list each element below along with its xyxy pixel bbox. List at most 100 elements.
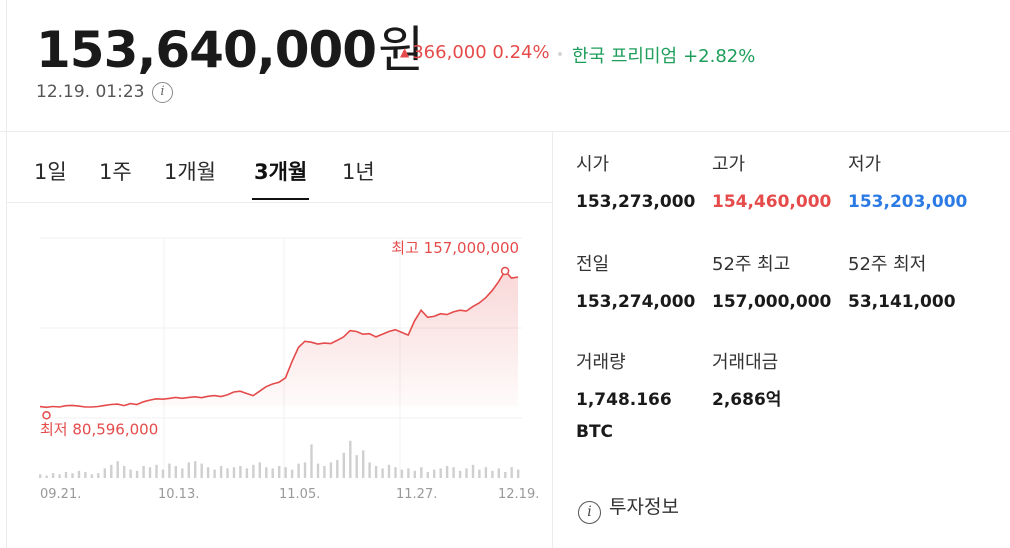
volume-bar <box>110 464 113 478</box>
stat-trade-value-value: 2,686억 <box>712 390 782 410</box>
volume-bar <box>420 467 423 478</box>
panel-divider <box>552 132 553 548</box>
stat-volume-label: 거래량 <box>576 352 626 373</box>
volume-bar <box>290 469 294 478</box>
volume-bar <box>45 475 48 478</box>
volume-bar <box>433 469 436 478</box>
volume-bar <box>362 450 365 478</box>
volume-bar <box>284 467 287 478</box>
change-amount: 366,000 <box>412 42 487 63</box>
min-label: 최저 80,596,000 <box>40 420 158 438</box>
tab-1year[interactable]: 1년 <box>342 160 375 184</box>
volume-bar <box>452 467 455 478</box>
volume-bar <box>181 468 184 478</box>
price-timestamp: 12.19. 01:23 <box>36 82 145 102</box>
volume-bar <box>323 466 326 478</box>
max-label: 최고 157,000,000 <box>391 239 519 257</box>
volume-bar <box>64 472 68 478</box>
volume-bar <box>200 463 203 478</box>
volume-bar <box>465 468 468 478</box>
x-tick-label: 12.19. <box>498 487 539 502</box>
price-unit: 원 <box>378 21 424 79</box>
volume-bar <box>97 473 100 478</box>
volume-bar <box>445 466 449 478</box>
volume-bar <box>374 466 378 478</box>
price-area <box>40 271 518 408</box>
min-marker <box>42 411 51 420</box>
stat-prev-close-value: 153,274,000 <box>576 292 696 312</box>
stat-prev-close-label: 전일 <box>576 254 610 275</box>
volume-bar <box>155 464 158 478</box>
change-percent: 0.24% <box>492 42 550 63</box>
volume-bar <box>245 468 249 478</box>
price-value: 153,640,000 <box>36 21 377 79</box>
current-price: 153,640,000원 <box>36 10 424 82</box>
stat-low-label: 저가 <box>848 154 882 175</box>
volume-bar <box>381 468 384 478</box>
volume-bar <box>161 469 165 478</box>
stat-trade-value-label: 거래대금 <box>712 352 779 373</box>
volume-bar <box>51 473 55 478</box>
investment-info-label: 투자정보 <box>609 496 679 518</box>
info-icon[interactable]: i <box>152 82 173 103</box>
price-line <box>39 269 519 409</box>
price-change: ▲ 366,000 0.24% <box>400 42 550 63</box>
volume-bar <box>400 469 404 478</box>
volume-bar <box>303 462 307 478</box>
max-marker <box>500 266 510 276</box>
volume-bar <box>252 464 255 478</box>
volume-bar <box>329 462 333 478</box>
volume-bar <box>90 474 94 478</box>
stat-52w-high-label: 52주 최고 <box>712 254 791 275</box>
price-header: 153,640,000원 ▲ 366,000 0.24% 한국 프리미엄 +2.82… <box>0 0 1010 132</box>
volume-bar <box>510 467 513 478</box>
volume-bar <box>368 462 371 478</box>
price-chart-svg: 최고 157,000,000 최저 80,596,000 09.21. 10.13… <box>39 237 539 502</box>
investment-info-link[interactable]: i 투자정보 <box>578 492 679 524</box>
volume-bar <box>58 474 61 478</box>
tab-1month[interactable]: 1개월 <box>164 160 217 184</box>
stat-open-label: 시가 <box>576 154 610 175</box>
volume-bars <box>39 440 520 478</box>
up-triangle-icon: ▲ <box>400 45 410 59</box>
x-tick-label: 10.13. <box>158 487 199 502</box>
volume-bar <box>84 472 87 478</box>
volume-bar <box>342 452 345 478</box>
volume-bar <box>103 468 106 478</box>
period-tabs: 1일 1주 1개월 3개월 1년 <box>6 132 552 203</box>
volume-bar <box>194 461 197 478</box>
volume-bar <box>174 466 177 478</box>
volume-bar <box>265 467 268 478</box>
volume-bar <box>226 468 229 478</box>
stat-52w-high-value: 157,000,000 <box>712 292 832 312</box>
volume-bar <box>413 470 416 478</box>
stat-high-value: 154,460,000 <box>712 192 832 212</box>
volume-bar <box>116 461 119 478</box>
volume-bar <box>504 472 507 478</box>
tab-1day[interactable]: 1일 <box>34 160 67 184</box>
volume-bar <box>39 474 42 478</box>
stat-52w-low-value: 53,141,000 <box>848 292 956 312</box>
korea-premium: 한국 프리미엄 +2.82% <box>572 42 755 68</box>
x-axis-ticks: 09.21. 10.13. 11.05. 11.27. 12.19. <box>40 487 539 502</box>
x-tick-label: 11.27. <box>396 487 437 502</box>
stat-high: 고가 154,460,000 <box>712 150 852 218</box>
separator-dot <box>558 52 562 56</box>
volume-bar <box>258 462 261 478</box>
price-chart[interactable]: 최고 157,000,000 최저 80,596,000 09.21. 10.13… <box>6 204 552 514</box>
stat-open-value: 153,273,000 <box>576 192 696 212</box>
volume-bar <box>142 466 145 478</box>
volume-bar <box>135 470 139 478</box>
stat-prev-close: 전일 153,274,000 <box>576 250 716 318</box>
volume-bar <box>355 455 358 478</box>
volume-bar <box>71 473 74 478</box>
volume-bar <box>394 467 397 478</box>
volume-bar <box>148 467 152 478</box>
x-tick-label: 11.05. <box>279 487 320 502</box>
tab-1week[interactable]: 1주 <box>99 160 132 184</box>
tab-3months[interactable]: 3개월 <box>251 156 310 200</box>
info-icon: i <box>578 501 601 524</box>
stat-low-value: 153,203,000 <box>848 192 968 212</box>
stat-open: 시가 153,273,000 <box>576 150 716 218</box>
volume-bar <box>458 470 462 478</box>
